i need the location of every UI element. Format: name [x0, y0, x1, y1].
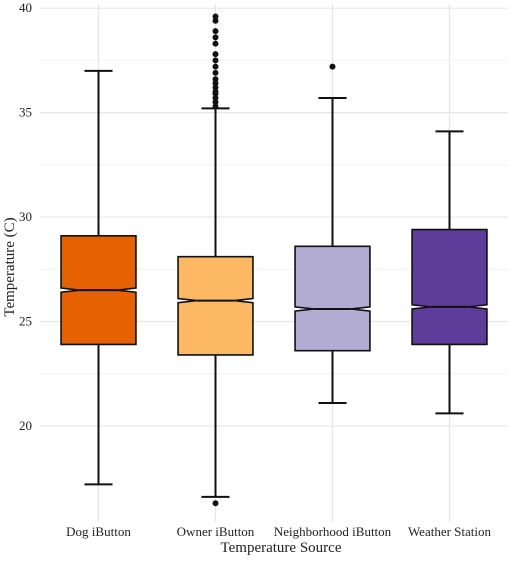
outlier-point	[212, 103, 219, 110]
outlier-point	[212, 28, 219, 35]
y-tick-labels: 20 25 30 35 40	[19, 0, 32, 433]
y-tick-label: 35	[19, 105, 32, 120]
y-tick-label: 40	[19, 0, 32, 15]
box	[177, 255, 254, 356]
outlier-point	[212, 94, 219, 101]
outlier-point	[212, 17, 219, 24]
x-tick-label: Dog iButton	[66, 524, 131, 539]
box-group	[177, 13, 254, 507]
outlier-point	[212, 80, 219, 87]
boxes	[60, 13, 488, 507]
outlier-point	[212, 88, 219, 95]
outlier-point	[212, 99, 219, 106]
x-tick-labels: Dog iButton Owner iButton Neighborhood iBu…	[66, 524, 491, 539]
x-axis-title: Temperature Source	[221, 540, 342, 556]
outlier-point	[212, 34, 219, 41]
x-tick-label: Neighborhood iButton	[274, 524, 392, 539]
outlier-point	[212, 57, 219, 64]
box	[294, 245, 371, 352]
outlier-point	[212, 51, 219, 58]
y-axis-title: Temperature (C)	[2, 217, 18, 316]
outlier-point	[212, 13, 219, 20]
outlier-point	[212, 84, 219, 91]
box-group	[60, 69, 137, 486]
box-group	[411, 130, 488, 415]
outlier-point	[212, 500, 219, 507]
x-tick-label: Owner iButton	[177, 524, 255, 539]
outlier-point	[329, 63, 336, 70]
y-tick-label: 25	[19, 313, 32, 328]
outlier-point	[212, 76, 219, 83]
box	[411, 228, 488, 346]
outlier-point	[212, 69, 219, 76]
outlier-point	[212, 40, 219, 47]
y-tick-label: 20	[19, 418, 32, 433]
y-tick-label: 30	[19, 209, 32, 224]
box-group	[294, 63, 371, 404]
outlier-point	[212, 63, 219, 70]
x-tick-label: Weather Station	[408, 524, 492, 539]
